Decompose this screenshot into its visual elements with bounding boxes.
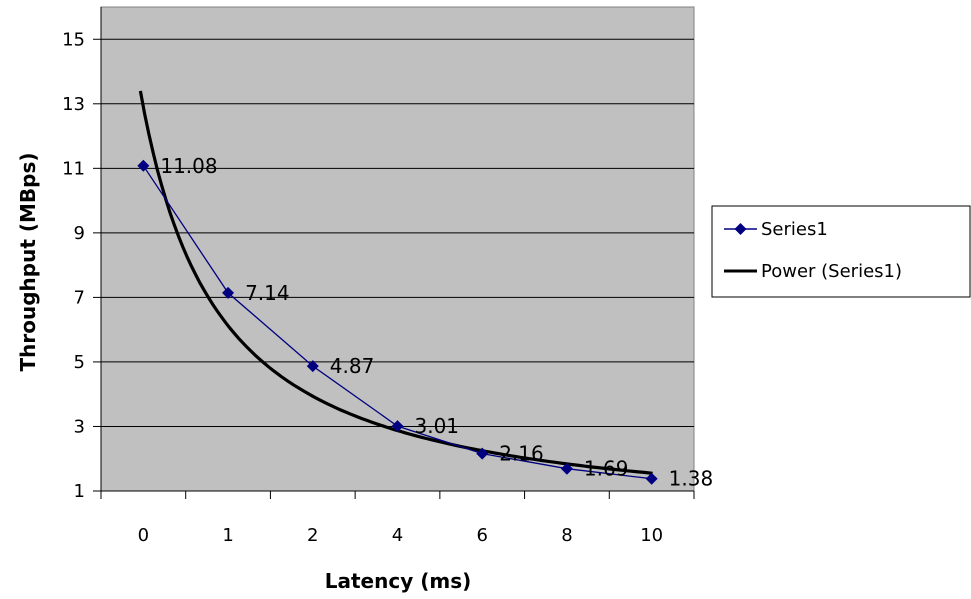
data-label: 4.87 xyxy=(330,354,375,378)
data-label: 11.08 xyxy=(160,154,217,178)
series1-marker xyxy=(560,462,573,475)
series1-marker xyxy=(306,360,319,373)
y-tick-label: 1 xyxy=(74,481,85,502)
data-label: 7.14 xyxy=(245,281,290,305)
y-tick-label: 3 xyxy=(74,416,85,437)
gridlines xyxy=(101,38,694,427)
series1-marker xyxy=(476,447,489,460)
x-axis-title: Latency (ms) xyxy=(325,569,471,593)
data-label: 3.01 xyxy=(415,414,460,438)
legend-series1-label: Series1 xyxy=(761,219,828,240)
x-tick-label: 1 xyxy=(222,525,233,546)
x-tick-label: 6 xyxy=(476,525,487,546)
y-tick-label: 5 xyxy=(74,352,85,373)
y-axis-title: Throughput (MBps) xyxy=(16,152,40,371)
axes xyxy=(93,7,695,499)
x-tick-labels: 0 1 2 4 6 8 10 xyxy=(138,525,663,546)
x-tick-label: 4 xyxy=(392,525,403,546)
data-label: 1.38 xyxy=(669,467,714,491)
x-tick-label: 2 xyxy=(307,525,318,546)
legend-trendline-label: Power (Series1) xyxy=(761,261,902,282)
series1-marker xyxy=(137,159,150,172)
x-tick-label: 8 xyxy=(561,525,572,546)
series1-marker xyxy=(391,420,404,433)
plot-area xyxy=(100,6,695,492)
y-tick-label: 13 xyxy=(62,94,85,115)
legend-series1-marker xyxy=(734,223,747,235)
x-tick-label: 10 xyxy=(640,525,663,546)
series-layer xyxy=(137,159,658,485)
data-label: 1.69 xyxy=(584,457,629,481)
data-labels: 11.08 7.14 4.87 3.01 2.16 1.69 1.38 xyxy=(160,154,713,491)
x-tick-label: 0 xyxy=(138,525,149,546)
y-tick-label: 7 xyxy=(74,287,85,308)
data-label: 2.16 xyxy=(499,442,544,466)
y-tick-label: 11 xyxy=(62,158,85,179)
y-tick-label: 15 xyxy=(62,29,85,50)
legend: Series1 Power (Series1) xyxy=(711,205,971,298)
y-tick-label: 9 xyxy=(74,223,85,244)
legend-box xyxy=(711,205,971,298)
series1-marker xyxy=(645,472,658,485)
series1-marker xyxy=(222,286,235,299)
